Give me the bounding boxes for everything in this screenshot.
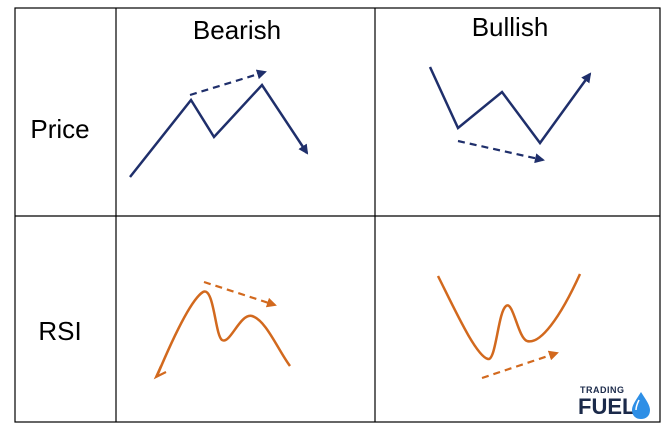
bearish-price-line xyxy=(129,82,309,178)
bullish-rsi-trend-arrow xyxy=(481,350,559,380)
water-drop-icon xyxy=(632,392,650,419)
arrow-head-icon xyxy=(153,365,167,380)
bullish-rsi-line xyxy=(436,273,582,361)
bearish-price-pattern xyxy=(129,69,309,178)
table-border xyxy=(14,7,661,423)
bullish-rsi-pattern xyxy=(436,273,582,380)
bearish-price-trend-arrow xyxy=(189,69,267,97)
row-label-rsi: RSI xyxy=(38,316,81,346)
bullish-price-trend-arrow xyxy=(457,139,545,164)
logo-trading-text: TRADING xyxy=(580,385,625,395)
table-grid xyxy=(14,7,661,423)
bullish-price-line xyxy=(428,66,592,146)
trading-fuel-logo: TRADING FUEL xyxy=(578,385,650,419)
logo-fuel-text: FUEL xyxy=(578,394,635,419)
header-bearish: Bearish xyxy=(193,15,281,45)
row-label-price: Price xyxy=(30,114,89,144)
bearish-rsi-trend-arrow xyxy=(203,280,277,308)
bearish-rsi-pattern xyxy=(153,280,292,380)
bullish-price-pattern xyxy=(428,66,592,164)
bearish-rsi-line xyxy=(155,290,292,377)
header-bullish: Bullish xyxy=(472,12,549,42)
